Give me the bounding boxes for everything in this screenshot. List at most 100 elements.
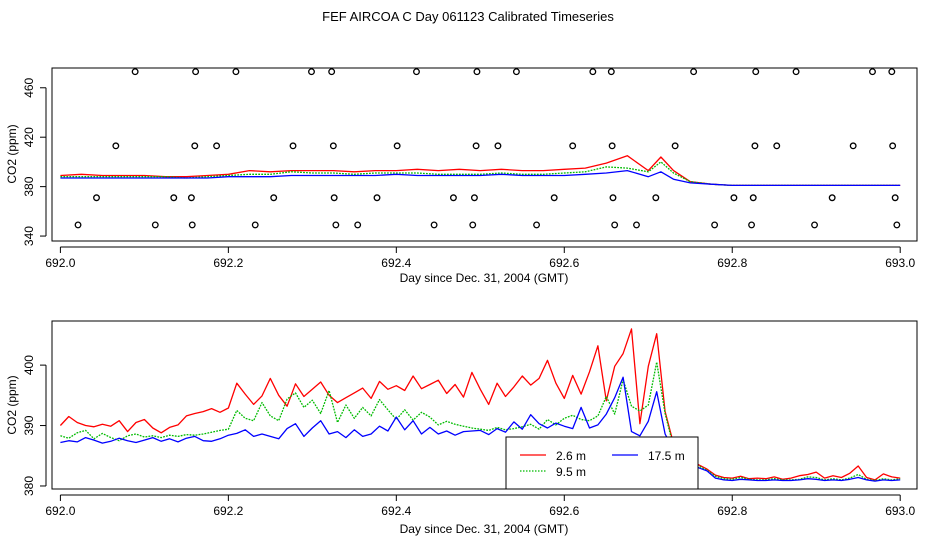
calibration-point	[213, 142, 221, 150]
calibration-point	[828, 194, 836, 202]
calibration-point	[891, 194, 899, 202]
calibration-point	[849, 142, 857, 150]
top-y-axis-label: CO2 (ppm)	[5, 124, 19, 183]
p2-series-17-5-m	[60, 376, 901, 482]
p1-x-tick-label: 692.2	[213, 256, 243, 270]
legend-label-2-6m: 2.6 m	[556, 449, 586, 463]
calibration-point	[609, 194, 617, 202]
p1-x-tick-label: 692.8	[717, 256, 747, 270]
bottom-y-axis-label: CO2 (ppm)	[5, 375, 19, 434]
calibration-point	[473, 68, 481, 76]
calibration-point	[748, 221, 756, 229]
p1-series-17-5-m	[60, 169, 901, 187]
calibration-point	[74, 221, 82, 229]
calibration-point	[569, 142, 577, 150]
calibration-point	[449, 194, 457, 202]
calibration-point	[469, 221, 477, 229]
calibration-point	[608, 142, 616, 150]
bottom-panel: 692.0 692.2 692.4 692.6 692.8 693.0 380 390 400…	[5, 320, 918, 536]
calibration-point	[354, 221, 362, 229]
p1-y-tick-label: 420	[22, 127, 36, 147]
calibration-point	[232, 68, 240, 76]
p2-series-9-5-m	[60, 361, 901, 482]
calibration-point	[413, 68, 420, 76]
p2-x-tick-label: 692.2	[213, 504, 243, 518]
p2-x-tick-label: 692.0	[45, 504, 75, 518]
calibration-point	[112, 142, 120, 150]
calibration-point	[607, 68, 615, 76]
calibration-point	[494, 142, 502, 150]
p2-y-tick-label: 380	[22, 476, 36, 496]
legend-box	[505, 436, 699, 490]
calibration-point	[430, 221, 438, 229]
calibration-point	[131, 68, 139, 76]
calibration-point	[187, 194, 195, 202]
calibration-point	[652, 194, 660, 202]
calibration-point	[869, 68, 876, 76]
top-y-axis: 340 380 420 460	[22, 77, 47, 246]
p2-x-tick-label: 692.8	[717, 504, 747, 518]
calibration-point	[472, 142, 480, 150]
calibration-point	[192, 68, 200, 76]
p2-x-tick-label: 692.6	[549, 504, 579, 518]
bottom-x-axis: 692.0 692.2 692.4 692.6 692.8 693.0	[45, 494, 916, 518]
p1-x-tick-label: 692.0	[45, 256, 75, 270]
calibration-point	[373, 194, 381, 202]
p1-y-tick-label: 460	[22, 77, 36, 97]
bottom-x-axis-label: Day since Dec. 31, 2004 (GMT)	[400, 522, 569, 536]
calibration-point	[329, 142, 337, 150]
bottom-plot-frame	[51, 320, 918, 490]
p1-x-tick-label: 692.6	[549, 256, 579, 270]
top-plot-frame	[51, 67, 918, 242]
p1-y-tick-label: 380	[22, 176, 36, 196]
calibration-point	[773, 142, 781, 150]
p1-series-2-6-m	[60, 155, 901, 187]
legend-label-17-5m: 17.5 m	[648, 449, 685, 463]
calibration-point	[270, 194, 278, 202]
bottom-series-lines	[59, 328, 901, 482]
calibration-point	[711, 221, 719, 229]
calibration-point	[889, 142, 897, 150]
calibration-point	[188, 221, 196, 229]
calibration-point	[811, 221, 818, 229]
calibration-point	[893, 221, 901, 229]
top-series-lines	[60, 155, 901, 187]
calibration-point	[888, 68, 896, 76]
p1-series-9-5-m	[60, 161, 901, 187]
calibration-point	[671, 142, 679, 150]
p2-series-2-6-m	[59, 328, 901, 481]
calibration-point	[749, 194, 757, 202]
calibration-point	[308, 68, 315, 76]
calibration-point	[589, 68, 597, 76]
calibration-point	[330, 194, 338, 202]
legend-label-9-5m: 9.5 m	[556, 465, 586, 479]
calibration-point	[191, 142, 199, 150]
top-panel: 692.0 692.2 692.4 692.6 692.8 693.0 340 380 420…	[5, 67, 918, 285]
calibration-point	[393, 142, 401, 150]
p1-y-tick-label: 340	[22, 226, 36, 246]
p2-y-tick-label: 400	[22, 355, 36, 375]
calibration-point	[93, 194, 100, 202]
top-calibration-points	[74, 68, 901, 229]
calibration-point	[751, 142, 759, 150]
top-x-axis: 692.0 692.2 692.4 692.6 692.8 693.0	[45, 246, 916, 270]
page-title: FEF AIRCOA C Day 061123 Calibrated Times…	[322, 9, 614, 24]
top-x-axis-label: Day since Dec. 31, 2004 (GMT)	[400, 271, 569, 285]
legend: 2.6 m 9.5 m 17.5 m	[505, 436, 699, 490]
calibration-point	[533, 221, 541, 229]
calibration-point	[251, 221, 259, 229]
calibration-point	[633, 221, 640, 229]
calibration-point	[512, 68, 520, 76]
p2-x-tick-label: 693.0	[885, 504, 915, 518]
calibration-point	[170, 194, 178, 202]
p1-x-tick-label: 692.4	[381, 256, 411, 270]
p2-x-tick-label: 692.4	[381, 504, 411, 518]
calibration-point	[792, 68, 800, 76]
bottom-y-axis: 380 390 400	[22, 355, 47, 496]
calibration-point	[151, 221, 159, 229]
calibration-point	[470, 194, 478, 202]
calibration-point	[690, 68, 698, 76]
calibration-point	[550, 194, 558, 202]
p1-x-tick-label: 693.0	[885, 256, 915, 270]
